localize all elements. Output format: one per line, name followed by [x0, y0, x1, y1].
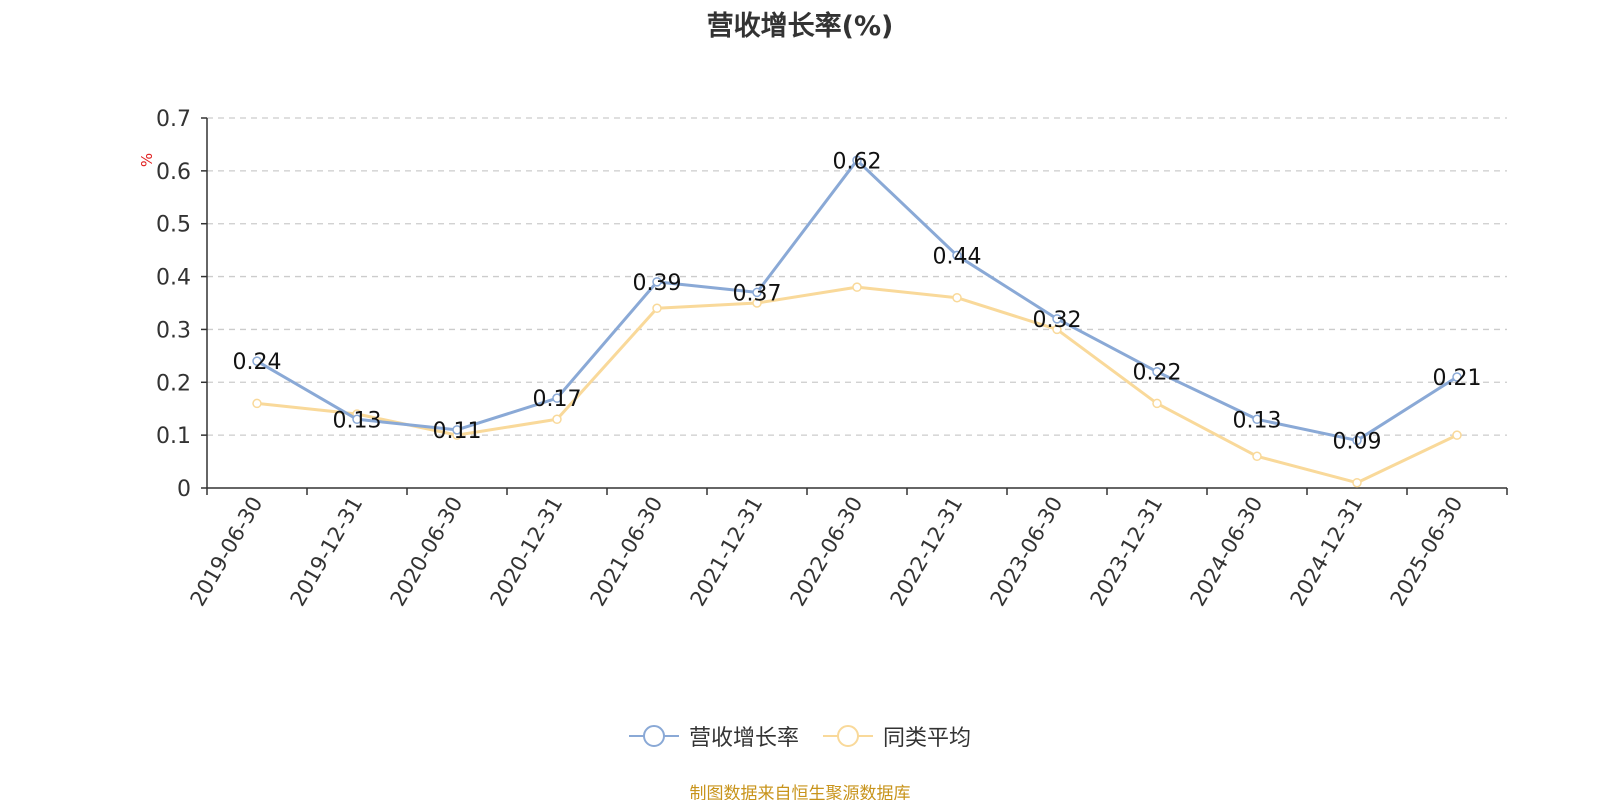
- x-tick-label: 2022-12-31: [886, 493, 968, 611]
- x-tick-label: 2022-06-30: [786, 493, 868, 611]
- series-0-data-label: 0.32: [1033, 308, 1082, 333]
- series-1-point[interactable]: [1252, 451, 1262, 462]
- series-1-point[interactable]: [952, 292, 962, 303]
- y-tick-label: 0.5: [156, 213, 191, 238]
- y-tick-label: 0.3: [156, 318, 191, 343]
- series-0-point[interactable]: [752, 287, 762, 298]
- legend-line-circle-icon: [628, 725, 679, 747]
- x-tick-label: 2021-12-31: [686, 493, 768, 611]
- series-1-point[interactable]: [852, 282, 862, 292]
- series-0-point[interactable]: [1352, 435, 1362, 446]
- series-0-point[interactable]: [1052, 314, 1062, 324]
- y-tick-label: 0.2: [156, 371, 191, 396]
- legend-label: 营收增长率: [688, 726, 799, 751]
- series-1-point[interactable]: [1352, 477, 1362, 488]
- x-tick-label: 2021-06-30: [586, 493, 668, 611]
- x-tick-label: 2019-12-31: [286, 493, 368, 611]
- legend-line-circle-icon: [823, 725, 873, 747]
- legend-item-series-1[interactable]: 同类平均: [823, 720, 971, 752]
- series-0-point[interactable]: [552, 393, 562, 403]
- series-0-point[interactable]: [1452, 372, 1462, 382]
- series-0-point[interactable]: [352, 414, 362, 425]
- series-0-data-label: 0.13: [333, 408, 382, 433]
- series-line-1: [256, 285, 1458, 485]
- y-tick-label: 0.1: [156, 424, 191, 449]
- series-1-point[interactable]: [552, 414, 562, 425]
- x-tick-label: 2020-06-30: [386, 493, 468, 611]
- x-tick-label: 2024-06-30: [1186, 493, 1268, 611]
- y-tick-label: 0.7: [156, 107, 191, 132]
- legend-label: 同类平均: [883, 726, 972, 751]
- series-0-data-label: 0.13: [1233, 408, 1282, 433]
- series-0-data-label: 0.17: [533, 387, 582, 412]
- series-1-point[interactable]: [652, 303, 662, 314]
- x-tick-label: 2023-06-30: [986, 493, 1068, 611]
- series-1-point[interactable]: [252, 398, 262, 409]
- series-0-data-label: 0.44: [933, 244, 982, 269]
- legend: 营收增长率 同类平均: [0, 720, 1600, 752]
- source-note: 制图数据来自恒生聚源数据库: [689, 784, 911, 800]
- y-tick-label: 0: [177, 477, 191, 502]
- series-line-0: [256, 158, 1458, 442]
- x-tick-label: 2019-06-30: [186, 493, 268, 611]
- series-0-point[interactable]: [652, 277, 662, 287]
- grid-layer: [207, 117, 1507, 436]
- series-0-data-label: 0.22: [1133, 361, 1182, 386]
- series-1-point[interactable]: [1452, 430, 1462, 440]
- series-1-point[interactable]: [1152, 398, 1162, 409]
- series-1-point[interactable]: [752, 298, 762, 308]
- series-0-point[interactable]: [1152, 366, 1162, 377]
- series-0-point[interactable]: [1252, 414, 1262, 425]
- series-1-point[interactable]: [1052, 324, 1062, 335]
- y-tick-label: 0.6: [156, 160, 191, 185]
- series-0-data-label: 0.09: [1333, 429, 1382, 454]
- series-0-point[interactable]: [852, 155, 862, 166]
- series-0-data-label: 0.24: [233, 350, 282, 375]
- series-0-data-label: 0.11: [433, 419, 482, 444]
- series-0-point[interactable]: [952, 250, 962, 261]
- series-0-point[interactable]: [452, 425, 462, 435]
- series-0-data-label: 0.39: [633, 271, 682, 296]
- label-layer: 0.24 0.13 0.11 0.17 0.39 0.37 0.62 0.44 0.32 0.22…: [233, 149, 1482, 454]
- axis-layer: 0 0.1 0.2 0.3 0.4 0.5 0.6 0.7 2019-06-30 2019-12-…: [138, 107, 1508, 611]
- series-0-point[interactable]: [252, 356, 262, 366]
- chart-title: 营收增长率(%): [706, 11, 894, 42]
- x-tick-label: 2024-12-31: [1286, 493, 1368, 611]
- y-axis-label: %: [138, 153, 156, 167]
- series-0-data-label: 0.62: [833, 149, 882, 174]
- y-tick-label: 0.4: [156, 266, 191, 291]
- legend-item-series-0[interactable]: 营收增长率: [628, 720, 799, 752]
- x-tick-label: 2020-12-31: [486, 493, 568, 611]
- series-0-data-label: 0.37: [733, 281, 782, 306]
- series-layer: [252, 155, 1462, 488]
- series-0-data-label: 0.21: [1433, 366, 1482, 391]
- x-tick-label: 2023-12-31: [1086, 493, 1168, 611]
- x-tick-label: 2025-06-30: [1386, 493, 1468, 611]
